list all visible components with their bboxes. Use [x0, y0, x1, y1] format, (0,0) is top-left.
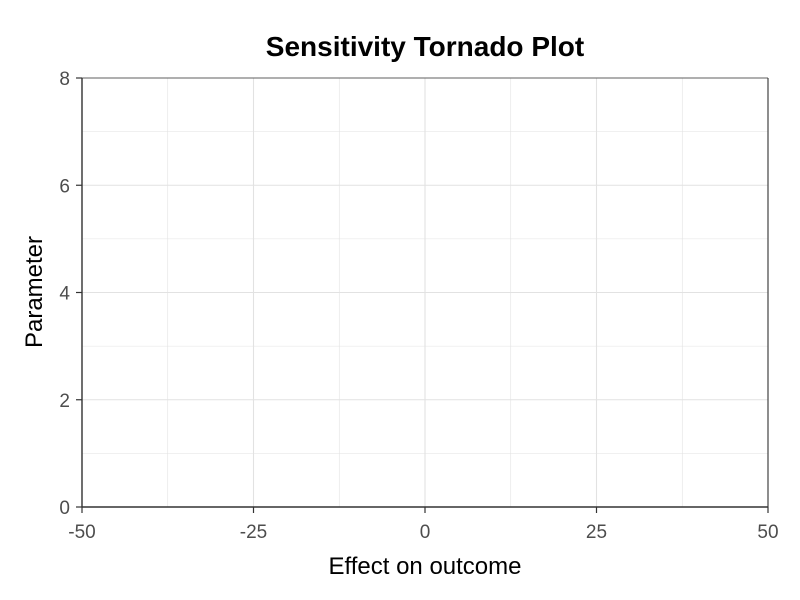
- x-tick-label: 25: [586, 522, 607, 543]
- y-axis-label: Parameter: [21, 236, 48, 348]
- x-axis-label: Effect on outcome: [328, 553, 521, 580]
- x-tick-label: 0: [420, 522, 431, 543]
- chart-title: Sensitivity Tornado Plot: [266, 31, 584, 62]
- tick-labels: -50 -25 0 25 50 0 2 4 6 8: [59, 69, 778, 543]
- x-tick-label: -50: [68, 522, 95, 543]
- y-tick-label: 8: [59, 69, 70, 90]
- x-tick-label: 50: [757, 522, 778, 543]
- x-tick-label: -25: [240, 522, 267, 543]
- y-tick-label: 0: [59, 498, 70, 519]
- y-tick-label: 4: [59, 284, 70, 305]
- grid-lines: [81, 77, 769, 508]
- y-tick-label: 6: [59, 176, 70, 197]
- axes: [76, 77, 769, 513]
- y-tick-label: 2: [59, 391, 70, 412]
